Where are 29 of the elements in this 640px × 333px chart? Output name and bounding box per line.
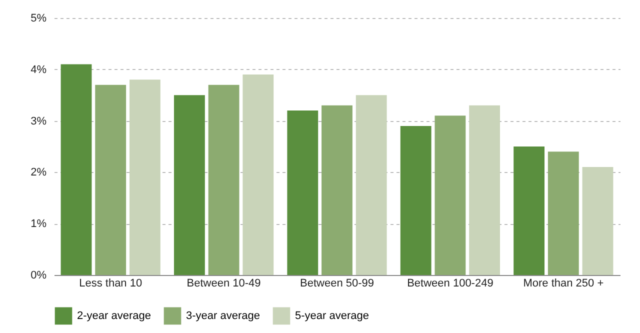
y-tick-label: 0% <box>30 270 47 282</box>
y-tick-label: 4% <box>30 64 47 76</box>
x-tick-label: Between 50-99 <box>300 278 374 290</box>
bar <box>514 146 545 275</box>
x-tick-label: More than 250 + <box>523 278 604 290</box>
y-tick-label: 2% <box>30 166 47 179</box>
bar <box>95 84 126 275</box>
bar <box>174 95 205 275</box>
bar <box>129 80 160 275</box>
bar <box>208 84 240 275</box>
bar <box>582 167 614 275</box>
bar <box>400 126 432 275</box>
bar <box>322 105 352 275</box>
bar <box>60 64 92 275</box>
y-tick-label: 5% <box>30 12 47 24</box>
bar <box>548 152 579 275</box>
legend-label: 5-year average <box>295 310 369 322</box>
y-tick-label: 3% <box>30 115 47 128</box>
x-tick-label: Between 100-249 <box>407 278 494 290</box>
x-tick-label: Less than 10 <box>79 278 142 290</box>
bar <box>434 116 466 275</box>
bar <box>242 74 274 275</box>
y-tick-label: 1% <box>30 218 47 230</box>
x-tick-label: Between 10-49 <box>186 278 261 290</box>
legend-label: 2-year average <box>77 310 151 322</box>
bar <box>287 110 318 275</box>
bar <box>356 95 387 275</box>
bar <box>469 105 500 275</box>
legend-label: 3-year average <box>186 310 260 322</box>
